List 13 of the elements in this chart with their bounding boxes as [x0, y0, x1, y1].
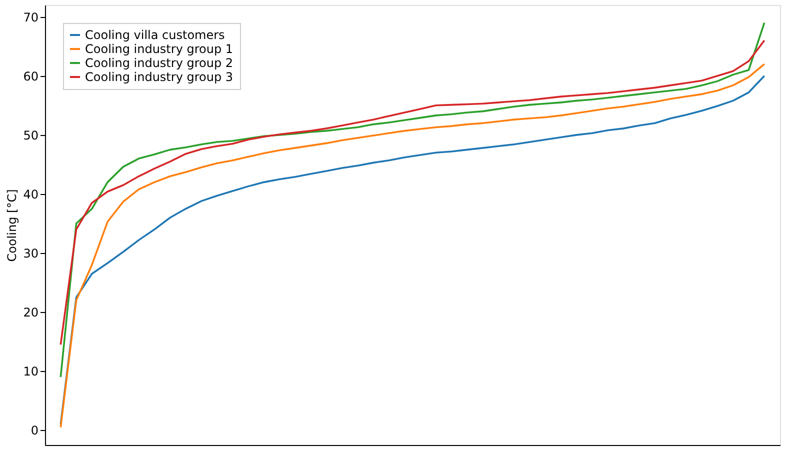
y-axis-title: Cooling [°C] — [5, 189, 20, 262]
y-tick-label: 30 — [23, 246, 38, 261]
y-tick-label: 50 — [23, 128, 38, 142]
legend-label: Cooling industry group 1 — [85, 42, 234, 56]
y-tick-label: 0 — [30, 424, 38, 438]
y-tick-label: 60 — [23, 69, 38, 84]
legend-label: Cooling industry group 3 — [85, 70, 234, 84]
y-tick-label: 10 — [23, 364, 38, 379]
y-tick-label: 20 — [23, 306, 38, 320]
legend-label: Cooling villa customers — [85, 28, 225, 42]
y-tick-label: 40 — [23, 187, 38, 202]
y-tick-label: 70 — [23, 10, 38, 24]
legend-label: Cooling industry group 2 — [85, 56, 234, 70]
